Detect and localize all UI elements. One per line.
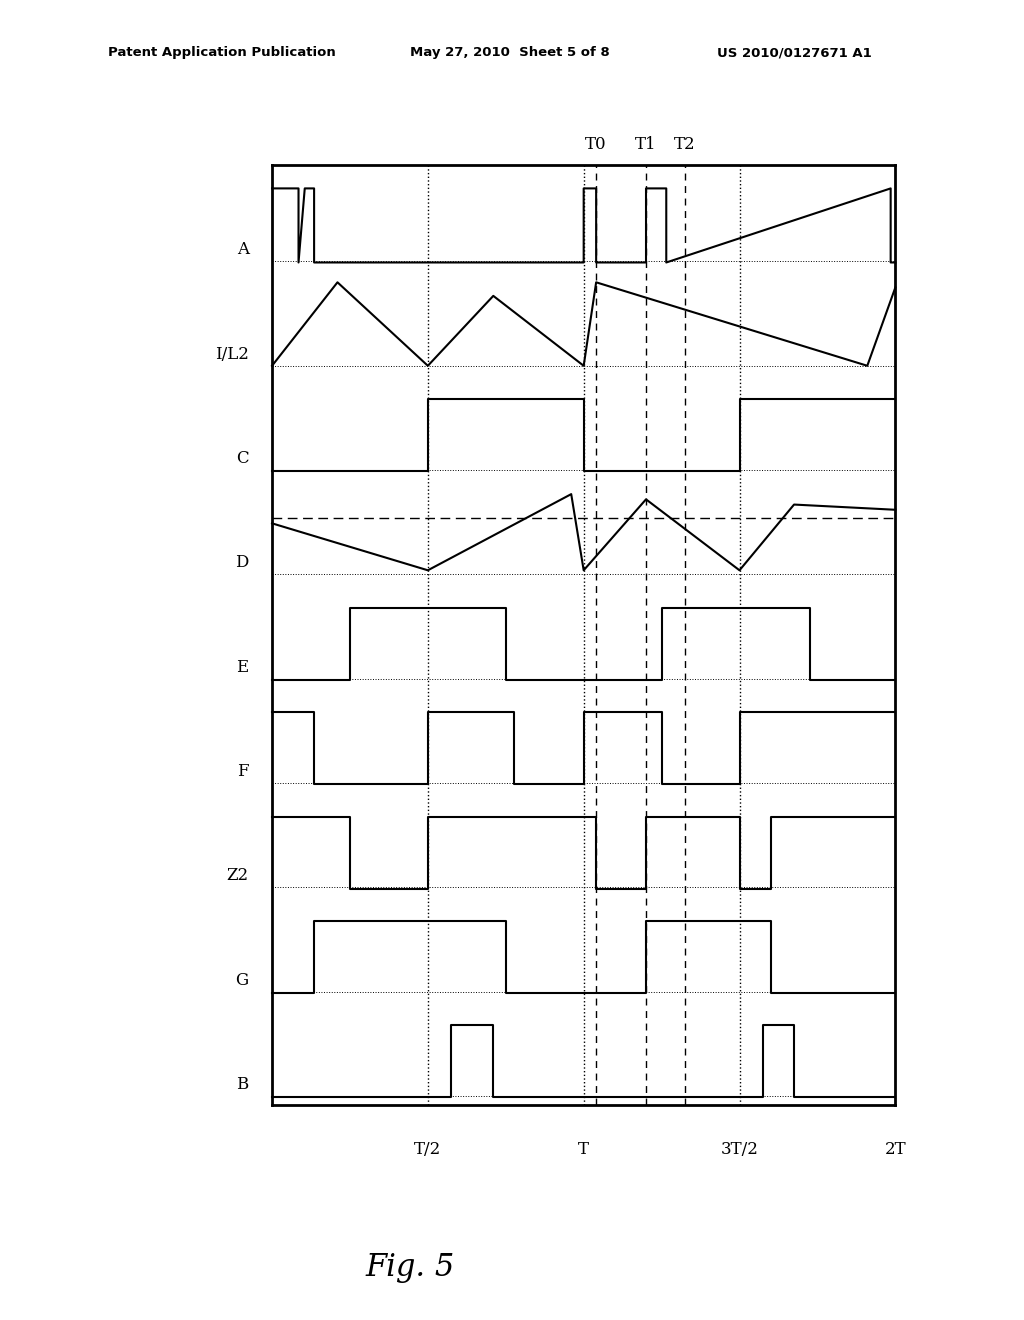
Text: F: F [237,763,249,780]
Text: C: C [236,450,249,467]
Text: Patent Application Publication: Patent Application Publication [108,46,335,59]
Text: T2: T2 [674,136,695,153]
Text: T0: T0 [586,136,607,153]
Text: T1: T1 [635,136,656,153]
Text: 2T: 2T [885,1140,906,1158]
Text: E: E [237,659,249,676]
Text: 3T/2: 3T/2 [721,1140,759,1158]
Text: May 27, 2010  Sheet 5 of 8: May 27, 2010 Sheet 5 of 8 [410,46,609,59]
Text: D: D [236,554,249,572]
Text: T/2: T/2 [415,1140,441,1158]
Text: I/L2: I/L2 [215,346,249,363]
Text: G: G [236,972,249,989]
Text: Fig. 5: Fig. 5 [365,1251,455,1283]
Text: US 2010/0127671 A1: US 2010/0127671 A1 [717,46,871,59]
Text: A: A [237,242,249,259]
Text: T: T [579,1140,589,1158]
Text: B: B [237,1076,249,1093]
Text: Z2: Z2 [226,867,249,884]
